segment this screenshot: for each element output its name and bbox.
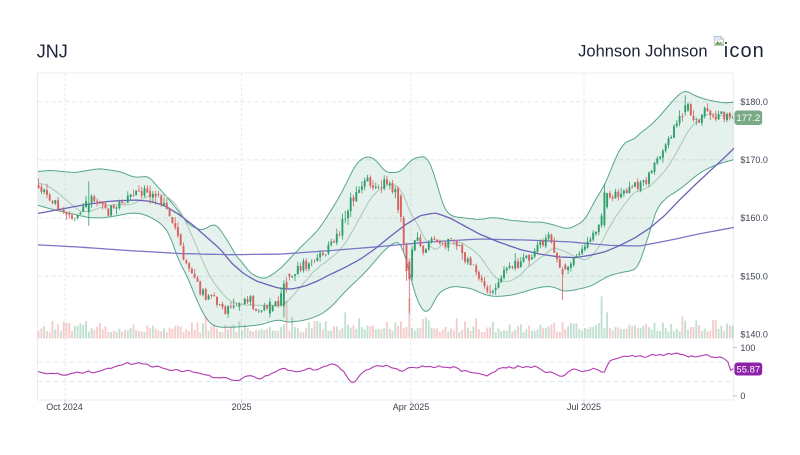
svg-text:$140.0: $140.0 — [740, 330, 768, 340]
svg-text:Apr 2025: Apr 2025 — [393, 402, 430, 412]
svg-text:JNJ: JNJ — [37, 42, 68, 62]
svg-text:Oct 2024: Oct 2024 — [46, 402, 83, 412]
svg-text:Johnson Johnson: Johnson Johnson — [578, 42, 707, 60]
svg-text:2025: 2025 — [231, 402, 251, 412]
svg-text:55.87: 55.87 — [736, 364, 760, 375]
svg-text:$170.0: $170.0 — [740, 155, 768, 165]
svg-text:$180.0: $180.0 — [740, 97, 768, 107]
svg-text:$150.0: $150.0 — [740, 271, 768, 281]
svg-text:icon: icon — [724, 40, 765, 62]
svg-text:0: 0 — [740, 391, 745, 401]
svg-text:177.2: 177.2 — [736, 113, 760, 124]
svg-text:Jul 2025: Jul 2025 — [567, 402, 601, 412]
svg-text:100: 100 — [740, 343, 755, 353]
svg-text:$160.0: $160.0 — [740, 213, 768, 223]
